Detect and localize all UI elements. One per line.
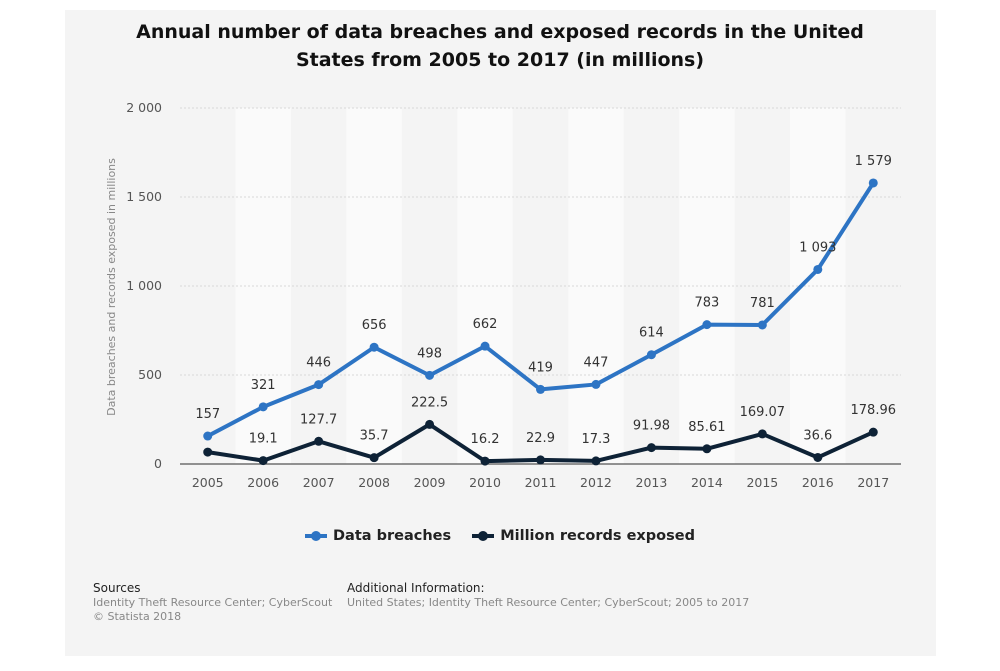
legend-swatch-records-exposed (472, 531, 495, 541)
data-point (646, 350, 656, 360)
footer-additional-info: Additional Information: United States; I… (347, 581, 749, 610)
data-label: 16.2 (471, 432, 500, 447)
series-points (203, 178, 878, 466)
data-label: 169.07 (740, 405, 786, 420)
x-tick-label: 2008 (358, 475, 390, 490)
data-label: 22.9 (526, 431, 555, 446)
data-point (536, 455, 545, 465)
data-label: 127.7 (300, 412, 337, 427)
data-point (203, 431, 213, 441)
x-tick-label: 2011 (525, 475, 557, 490)
data-label: 498 (417, 346, 442, 361)
data-label: 19.1 (249, 432, 278, 447)
data-point (369, 342, 379, 352)
x-tick-label: 2007 (303, 475, 335, 490)
data-label: 447 (584, 355, 609, 370)
x-tick-label: 2005 (192, 475, 224, 490)
chart-title-line-2: States from 2005 to 2017 (in millions) (295, 49, 705, 71)
data-point (258, 456, 268, 466)
legend: Data breaches Million records exposed (0, 528, 1000, 545)
data-point (425, 419, 435, 429)
data-label: 1 093 (799, 240, 836, 255)
data-label: 446 (306, 356, 331, 371)
data-point (646, 443, 656, 453)
data-label: 36.6 (803, 428, 832, 443)
data-point (369, 453, 379, 463)
data-point (425, 370, 435, 380)
data-label: 1 579 (855, 154, 892, 169)
data-label: 614 (639, 326, 664, 341)
y-tick-labels: 0 500 1 000 1 500 2 000 (126, 100, 162, 471)
sources-line-1: Identity Theft Resource Center; CyberSco… (93, 596, 333, 609)
data-label: 178.96 (851, 403, 897, 418)
legend-swatch-data-breaches (305, 531, 328, 541)
data-point (591, 456, 601, 466)
y-tick-label: 2 000 (126, 100, 162, 115)
y-tick-label: 1 000 (126, 278, 162, 293)
legend-label-records-exposed: Million records exposed (500, 528, 695, 544)
data-point (868, 178, 878, 188)
data-point (314, 380, 324, 390)
data-point (702, 444, 712, 454)
data-label: 781 (750, 296, 775, 311)
data-point (591, 379, 601, 389)
data-point (536, 384, 545, 394)
y-tick-label: 0 (154, 456, 162, 471)
data-point (702, 320, 712, 330)
data-point (258, 402, 268, 412)
data-point (813, 452, 823, 462)
data-label: 419 (528, 360, 553, 375)
x-tick-label: 2013 (636, 475, 668, 490)
data-point (813, 264, 823, 274)
data-label: 656 (362, 318, 387, 333)
x-tick-label: 2009 (414, 475, 446, 490)
data-point (480, 341, 490, 351)
x-tick-label: 2006 (247, 475, 279, 490)
x-tick-label: 2012 (580, 475, 612, 490)
data-point (757, 320, 767, 330)
data-label: 321 (251, 378, 276, 393)
data-label: 157 (195, 407, 220, 422)
footer-sources: Sources Identity Theft Resource Center; … (93, 581, 332, 624)
y-tick-label: 500 (138, 367, 162, 382)
x-tick-label: 2017 (857, 475, 889, 490)
data-point (868, 427, 878, 437)
chart-title-line-1: Annual number of data breaches and expos… (136, 21, 864, 43)
data-point (203, 447, 213, 457)
x-tick-label: 2015 (746, 475, 778, 490)
x-tick-labels: 2005 2006 2007 2008 2009 2010 2011 2012 2013 2014… (192, 475, 889, 490)
data-point (757, 429, 767, 439)
column-band (679, 108, 735, 464)
chart-title: Annual number of data breaches and expos… (0, 18, 1000, 74)
y-tick-label: 1 500 (126, 189, 162, 204)
x-tick-label: 2016 (802, 475, 834, 490)
x-tick-label: 2010 (469, 475, 501, 490)
sources-heading: Sources (93, 581, 141, 595)
sources-line-2: © Statista 2018 (93, 610, 182, 623)
y-axis-label: Data breaches and records exposed in mil… (105, 158, 118, 416)
additional-info-heading: Additional Information: (347, 581, 485, 595)
data-label: 91.98 (633, 419, 670, 434)
data-label: 662 (473, 317, 498, 332)
data-point (314, 436, 324, 446)
data-label: 17.3 (581, 432, 610, 447)
data-label: 85.61 (688, 420, 725, 435)
legend-label-data-breaches: Data breaches (333, 528, 452, 544)
data-point (480, 456, 490, 466)
legend-item-data-breaches[interactable]: Data breaches (305, 528, 451, 544)
x-tick-label: 2014 (691, 475, 723, 490)
data-labels: 157 321 446 656 498 662 419 447 614 783 781 1 093 1 … (195, 154, 896, 447)
data-label: 222.5 (411, 395, 448, 410)
legend-item-records-exposed[interactable]: Million records exposed (472, 528, 695, 544)
additional-info-line-1: United States; Identity Theft Resource C… (347, 596, 750, 609)
data-label: 35.7 (360, 429, 389, 444)
data-label: 783 (694, 296, 719, 311)
